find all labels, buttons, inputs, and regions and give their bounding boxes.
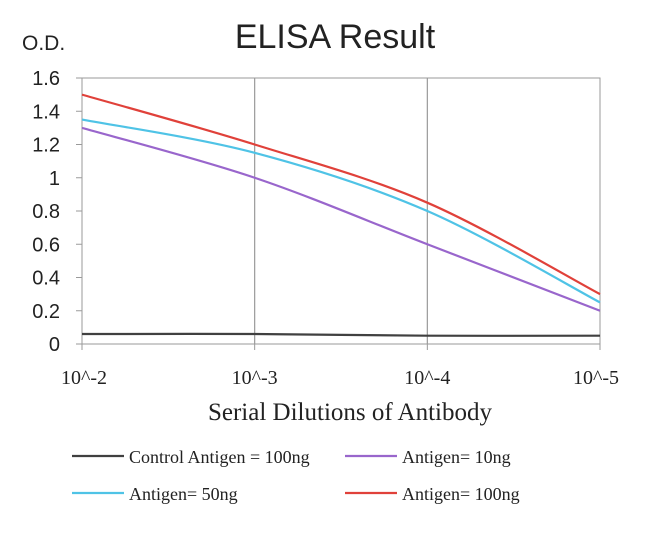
legend-label: Antigen= 50ng — [129, 484, 238, 504]
y-tick-label: 0 — [49, 334, 60, 356]
x-tick-label: 10^-3 — [232, 367, 278, 389]
y-tick-label: 0.2 — [32, 301, 60, 323]
x-axis-label: Serial Dilutions of Antibody — [208, 399, 493, 426]
chart-title: ELISA Result — [235, 18, 436, 56]
series-lines — [81, 93, 601, 337]
y-axis-label: O.D. — [22, 32, 65, 55]
legend-label: Antigen= 10ng — [402, 447, 511, 467]
y-tick-label: 0.6 — [32, 234, 60, 256]
series-line-0 — [81, 332, 601, 337]
y-tick-label: 1 — [49, 168, 60, 190]
y-tick-labels: 0 0.2 0.4 0.6 0.8 1 1.2 1.4 1.6 — [32, 68, 82, 356]
series-line-2 — [81, 118, 601, 304]
y-tick-label: 1.4 — [32, 101, 60, 123]
x-tick-labels: 10^-2 10^-3 10^-4 10^-5 — [61, 344, 619, 389]
series-line-3 — [81, 93, 601, 296]
legend: Control Antigen = 100ng Antigen= 10ng Anti… — [72, 447, 520, 504]
x-tick-label: 10^-4 — [404, 367, 450, 389]
y-tick-label: 0.4 — [32, 268, 60, 290]
legend-label: Control Antigen = 100ng — [129, 447, 310, 467]
legend-label: Antigen= 100ng — [402, 484, 520, 504]
x-tick-label: 10^-2 — [61, 367, 107, 389]
y-tick-label: 0.8 — [32, 201, 60, 223]
x-tick-label: 10^-5 — [573, 367, 619, 389]
series-line-1 — [81, 126, 601, 312]
y-tick-label: 1.2 — [32, 135, 60, 157]
y-tick-label: 1.6 — [32, 68, 60, 90]
